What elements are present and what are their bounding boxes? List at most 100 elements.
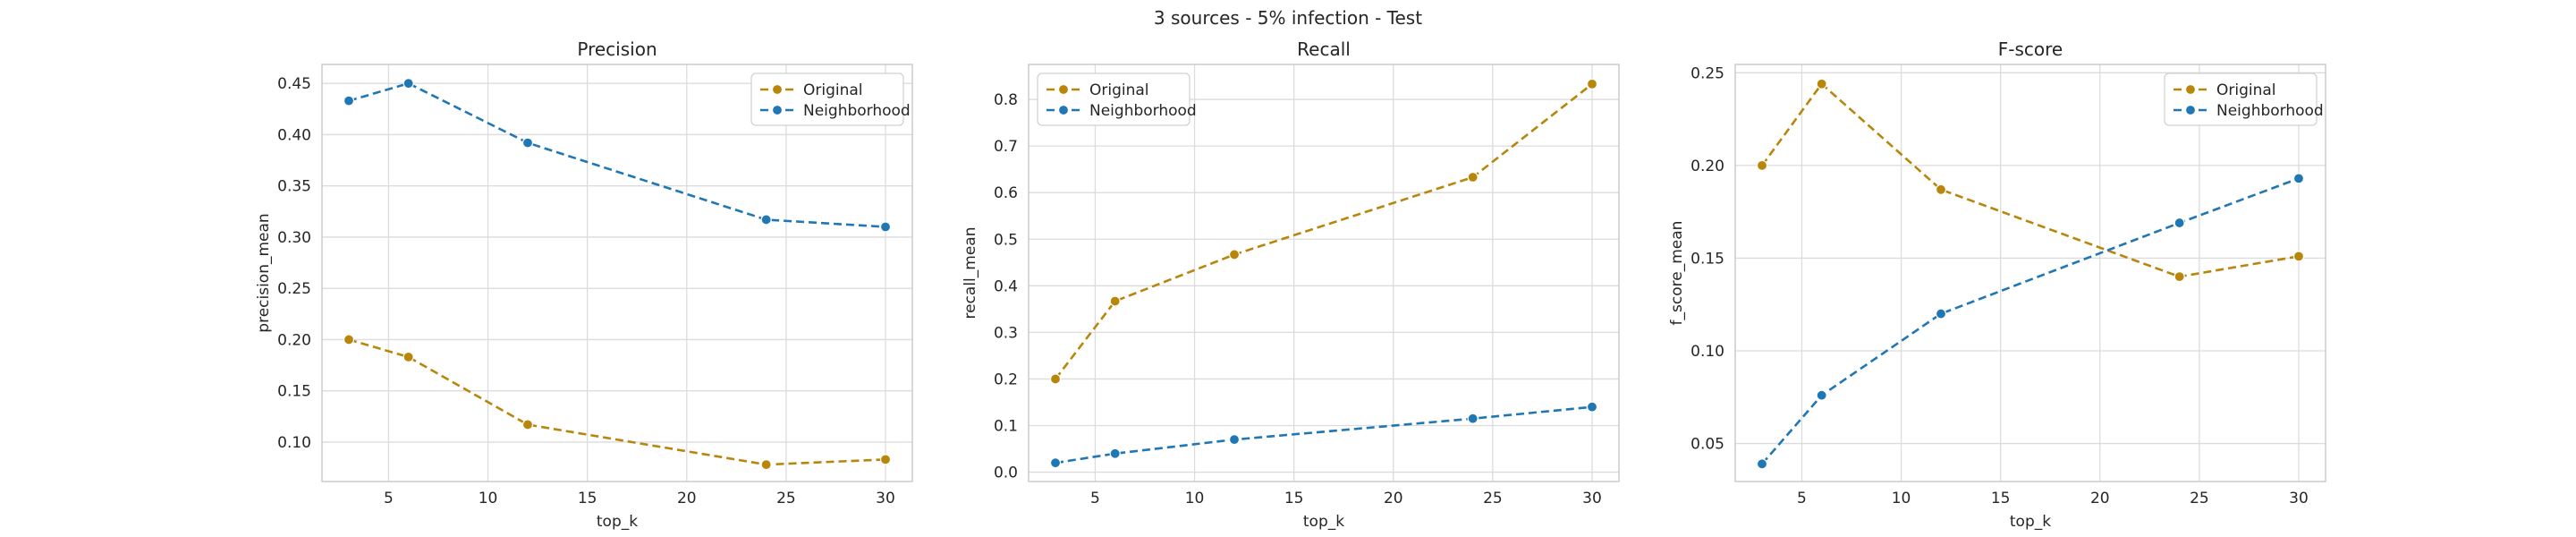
subplot-title: Recall xyxy=(1297,38,1351,60)
x-axis-label: top_k xyxy=(1303,513,1344,531)
x-tick-label: 20 xyxy=(1384,490,1403,507)
data-point-neighborhood xyxy=(2174,217,2185,229)
data-point-original xyxy=(1467,171,1479,183)
data-point-neighborhood xyxy=(343,95,355,107)
subplot-recall: 5 10 15 20 25 30 0.0 0.1 0.2 0.3 0.4 0.5 0.6 0.7 0.8 Re… xyxy=(962,38,1620,531)
legend-label-neighborhood: Neighborhood xyxy=(2216,102,2324,120)
x-tick-label: 5 xyxy=(1797,490,1807,507)
y-tick-label: 0.8 xyxy=(994,91,1018,109)
legend-label-original: Original xyxy=(803,81,863,99)
plot-area xyxy=(1029,64,1619,482)
x-tick-label: 10 xyxy=(1185,490,1205,507)
y-tick-label: 0.25 xyxy=(1690,64,1724,82)
x-tick-label: 20 xyxy=(2090,490,2110,507)
y-tick-label: 0.40 xyxy=(277,126,311,144)
data-point-neighborhood xyxy=(1049,457,1062,469)
y-tick-label: 0.7 xyxy=(994,138,1018,156)
data-point-original xyxy=(1049,373,1062,385)
data-point-neighborhood xyxy=(1756,458,1768,470)
plot-area xyxy=(322,64,912,482)
data-point-original xyxy=(521,419,534,430)
x-tick-label: 30 xyxy=(2289,490,2309,507)
y-tick-label: 0.25 xyxy=(277,280,311,298)
x-tick-label: 15 xyxy=(1284,490,1304,507)
figure-suptitle: 3 sources - 5% infection - Test xyxy=(1154,7,1422,29)
data-point-original xyxy=(1935,183,1947,195)
subplots: 5 10 15 20 25 300.100.150.200.250.300.350.400… xyxy=(255,38,2326,531)
legend: Original Neighborhood xyxy=(2164,72,2324,126)
data-point-original xyxy=(760,459,772,471)
legend: Original Neighborhood xyxy=(750,72,911,126)
legend-box xyxy=(2164,72,2318,126)
y-tick-label: 0.45 xyxy=(277,75,311,93)
x-tick-label: 30 xyxy=(1582,490,1602,507)
y-tick-label: 0.10 xyxy=(1690,343,1724,361)
series-line-original xyxy=(348,338,886,466)
data-point-neighborhood xyxy=(1467,413,1479,424)
legend-box xyxy=(750,72,904,126)
y-tick-label: 0.5 xyxy=(994,231,1018,249)
plot-frame xyxy=(1734,64,2326,482)
y-tick-label: 0.2 xyxy=(994,371,1018,388)
legend-marker-neighborhood xyxy=(2184,104,2197,116)
x-tick-label: 25 xyxy=(776,490,796,507)
data-point-neighborhood xyxy=(760,214,772,226)
data-point-neighborhood xyxy=(1228,434,1241,446)
x-tick-label: 5 xyxy=(1090,490,1100,507)
data-point-original xyxy=(1586,78,1598,90)
data-point-original xyxy=(2292,251,2305,262)
x-axis-label: top_k xyxy=(2010,513,2051,531)
y-tick-label: 0.1 xyxy=(994,418,1018,436)
x-tick-label: 5 xyxy=(384,490,394,507)
data-point-original xyxy=(1109,295,1121,307)
legend-marker-original xyxy=(2184,83,2197,96)
y-tick-label: 0.05 xyxy=(1690,436,1724,454)
data-point-neighborhood xyxy=(521,137,534,149)
x-tick-label: 10 xyxy=(1892,490,1911,507)
data-point-neighborhood xyxy=(1816,389,1827,401)
y-tick-label: 0.0 xyxy=(994,465,1018,482)
data-point-original xyxy=(343,334,355,345)
data-point-original xyxy=(1228,249,1241,260)
y-tick-label: 0.35 xyxy=(277,178,311,196)
data-point-neighborhood xyxy=(1935,308,1947,320)
legend-label-neighborhood: Neighborhood xyxy=(803,102,911,120)
y-tick-label: 0.6 xyxy=(994,184,1018,202)
y-tick-label: 0.30 xyxy=(277,229,311,247)
data-point-original xyxy=(879,454,892,465)
subplot-f-score: 5 10 15 20 25 30 0.05 0.10 0.15 0.20 0.25 F-score to… xyxy=(1668,38,2326,531)
series-line-original xyxy=(1760,81,2300,278)
subplot-title: Precision xyxy=(577,38,657,60)
plot-frame xyxy=(1028,64,1620,482)
x-axis-label: top_k xyxy=(597,513,638,531)
data-point-original xyxy=(1756,159,1768,171)
x-tick-label: 20 xyxy=(677,490,697,507)
data-point-original xyxy=(1816,78,1827,90)
data-point-neighborhood xyxy=(1109,448,1121,459)
y-axis-label: precision_mean xyxy=(255,213,273,332)
subplot-precision: 5 10 15 20 25 30 0.10 0.15 0.20 0.25 0.30 0.35 0.40 0… xyxy=(255,38,913,531)
legend-label-original: Original xyxy=(2216,81,2276,99)
data-point-original xyxy=(402,351,414,362)
x-tick-label: 15 xyxy=(1991,490,2011,507)
plot-area xyxy=(1735,64,2326,482)
legend-marker-neighborhood xyxy=(771,104,784,116)
x-tick-label: 15 xyxy=(578,490,597,507)
legend-marker-neighborhood xyxy=(1057,104,1070,116)
legend-marker-original xyxy=(1057,83,1070,96)
data-point-neighborhood xyxy=(402,78,414,90)
legend-label-original: Original xyxy=(1089,81,1149,99)
y-tick-label: 0.4 xyxy=(994,277,1018,295)
legend-marker-original xyxy=(771,83,784,96)
data-point-original xyxy=(2174,271,2185,283)
y-axis-label: recall_mean xyxy=(962,227,979,320)
data-point-neighborhood xyxy=(2292,173,2305,184)
x-tick-label: 10 xyxy=(479,490,498,507)
y-tick-label: 0.15 xyxy=(1690,250,1724,268)
x-tick-label: 25 xyxy=(2190,490,2209,507)
y-axis-label: f_score_mean xyxy=(1668,221,1686,326)
data-point-neighborhood xyxy=(1586,401,1598,413)
y-tick-label: 0.20 xyxy=(1690,158,1724,175)
legend-box xyxy=(1037,72,1191,126)
